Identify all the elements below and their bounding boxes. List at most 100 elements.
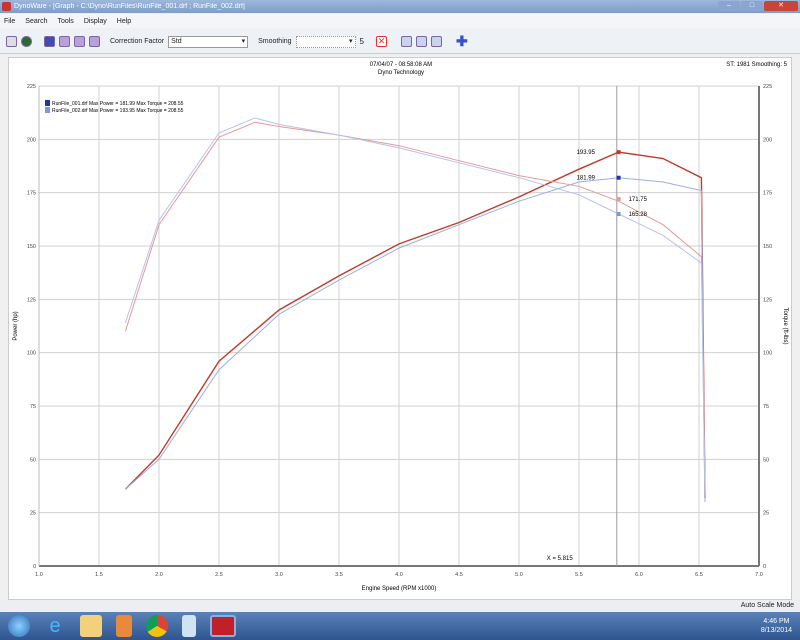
- crosshair-icon[interactable]: ✚: [456, 33, 468, 49]
- y-tick-label: 75: [30, 404, 36, 410]
- minimize-button[interactable]: –: [718, 1, 740, 11]
- series-line-torque-run2: [124, 121, 706, 492]
- data-marker: [616, 212, 621, 216]
- x-tick-label: 6.0: [635, 572, 643, 578]
- file-explorer-icon[interactable]: [80, 615, 102, 637]
- y2-tick-label: 125: [763, 297, 772, 303]
- scale-mode-status: Auto Scale Mode: [740, 602, 794, 609]
- y2-tick-label: 100: [763, 351, 772, 357]
- taskbar: e 4:46 PM 8/13/2014: [0, 612, 800, 640]
- data-marker: [616, 150, 621, 155]
- cursor-label: X = 5.815: [547, 556, 574, 562]
- print-icon[interactable]: [416, 36, 427, 47]
- system-clock[interactable]: 4:46 PM 8/13/2014: [761, 617, 792, 635]
- y2-tick-label: 25: [763, 511, 769, 517]
- y2-tick-label: 0: [763, 564, 766, 570]
- correction-factor-select[interactable]: Std: [168, 35, 249, 48]
- x-tick-label: 2.0: [155, 572, 163, 578]
- menu-display[interactable]: Display: [83, 17, 107, 25]
- data-label: 181.99: [577, 176, 596, 182]
- data-marker: [616, 175, 621, 180]
- x-tick-label: 1.5: [95, 572, 103, 578]
- export-icon[interactable]: [431, 36, 442, 47]
- chart-header-right: ST: 1981 Smoothing: 5: [726, 62, 787, 68]
- x-tick-label: 2.5: [215, 572, 223, 578]
- menu-file[interactable]: File: [4, 17, 16, 25]
- legend-entry: RunFile_002.drf Max Power = 193.95 Max T…: [52, 108, 184, 114]
- legend-entry: RunFile_001.drf Max Power = 181.99 Max T…: [52, 101, 184, 107]
- smoothing-slider[interactable]: [295, 35, 356, 48]
- start-button[interactable]: [8, 615, 30, 637]
- compare-icon[interactable]: [74, 36, 85, 47]
- status-bar: Auto Scale Mode: [0, 600, 800, 612]
- open-icon[interactable]: [6, 36, 17, 47]
- window-title: DynoWare - [Graph - C:\Dyno\RunFiles\Run…: [14, 3, 245, 10]
- y-tick-label: 225: [27, 84, 36, 90]
- legend-swatch: [45, 100, 50, 106]
- x-tick-label: 5.0: [515, 572, 523, 578]
- media-player-icon[interactable]: [116, 615, 132, 637]
- table-icon[interactable]: [89, 36, 100, 47]
- series-line-power-run1: [125, 177, 706, 503]
- x-tick-label: 5.5: [575, 572, 583, 578]
- smoothing-label: Smoothing: [258, 38, 292, 45]
- x-tick-label: 6.5: [695, 572, 703, 578]
- y2-axis-label: Torque (ft-lbs): [782, 307, 788, 344]
- x-axis-label: Engine Speed (RPM x1000): [362, 586, 437, 592]
- correction-factor-label: Correction Factor: [110, 38, 165, 45]
- y-tick-label: 150: [27, 244, 36, 250]
- notepad-icon[interactable]: [182, 615, 196, 637]
- chart-header-line1: 07/04/07 - 08:58:08 AM: [370, 62, 432, 68]
- series-line-torque-run1: [124, 117, 706, 496]
- x-tick-label: 7.0: [755, 572, 763, 578]
- x-tick-label: 1.0: [35, 572, 43, 578]
- dyno-graph-panel: 07/04/07 - 08:58:08 AM Dyno Technology ST:…: [8, 57, 792, 600]
- data-label: 193.95: [577, 150, 596, 156]
- y2-tick-label: 50: [763, 457, 769, 463]
- run-icon[interactable]: [21, 36, 32, 47]
- y-tick-label: 50: [30, 457, 36, 463]
- y2-tick-label: 75: [763, 404, 769, 410]
- internet-explorer-icon[interactable]: e: [49, 615, 61, 637]
- y-tick-label: 0: [33, 564, 36, 570]
- dyno-chart[interactable]: 07/04/07 - 08:58:08 AM Dyno Technology ST:…: [9, 58, 793, 601]
- menu-tools[interactable]: Tools: [57, 17, 74, 25]
- y-axis-label: Power (hp): [13, 311, 19, 340]
- chrome-icon[interactable]: [146, 615, 168, 637]
- menu-bar: File Search Tools Display Help: [0, 14, 800, 28]
- y2-tick-label: 150: [763, 244, 772, 250]
- y-tick-label: 200: [27, 137, 36, 143]
- series-line-power-run2: [124, 151, 706, 498]
- y2-tick-label: 225: [763, 84, 772, 90]
- y2-tick-label: 200: [763, 137, 772, 143]
- data-marker: [616, 197, 621, 202]
- x-tick-label: 4.0: [395, 572, 403, 578]
- data-label: 171.75: [629, 197, 648, 203]
- clock-time: 4:46 PM: [763, 618, 790, 625]
- y-tick-label: 125: [27, 297, 36, 303]
- maximize-button[interactable]: □: [741, 1, 763, 11]
- dyno-app-taskbar-icon[interactable]: [210, 615, 236, 637]
- app-icon: [2, 2, 11, 11]
- zoom-icon[interactable]: [401, 36, 412, 47]
- y2-tick-label: 175: [763, 191, 772, 197]
- x-tick-label: 3.0: [275, 572, 283, 578]
- y-tick-label: 25: [30, 511, 36, 517]
- y-tick-label: 100: [27, 351, 36, 357]
- close-button[interactable]: ✕: [764, 1, 798, 11]
- x-tick-label: 4.5: [455, 572, 463, 578]
- menu-help[interactable]: Help: [116, 17, 132, 25]
- delete-icon[interactable]: ✕: [376, 36, 387, 47]
- toolbar: Correction Factor Std Smoothing 5 ✕ ✚: [0, 30, 800, 54]
- chart-header-line2: Dyno Technology: [378, 70, 424, 76]
- smoothing-value: 5: [359, 37, 364, 46]
- clock-date: 8/13/2014: [760, 627, 792, 634]
- menu-search[interactable]: Search: [25, 17, 48, 25]
- y-tick-label: 175: [27, 191, 36, 197]
- overlay-icon[interactable]: [59, 36, 70, 47]
- x-tick-label: 3.5: [335, 572, 343, 578]
- data-label: 165.28: [629, 212, 648, 218]
- edit-icon[interactable]: [44, 36, 55, 47]
- legend-swatch: [45, 107, 50, 113]
- title-bar: DynoWare - [Graph - C:\Dyno\RunFiles\Run…: [0, 0, 800, 13]
